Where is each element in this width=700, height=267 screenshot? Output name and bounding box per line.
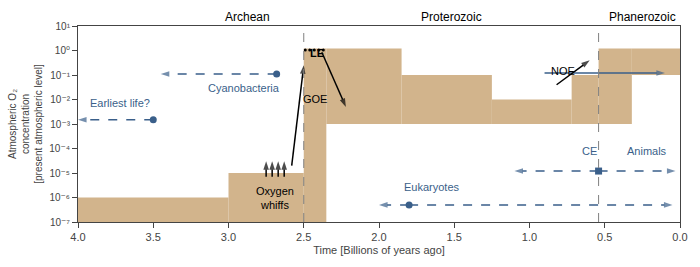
svg-text:Atmospheric O₂concentration[pr: Atmospheric O₂concentration[present atmo… (7, 64, 44, 184)
svg-text:3.5: 3.5 (146, 231, 161, 243)
svg-text:3.0: 3.0 (221, 231, 236, 243)
svg-text:0.5: 0.5 (597, 231, 612, 243)
svg-text:10⁻⁶: 10⁻⁶ (49, 192, 70, 203)
svg-text:10⁻⁵: 10⁻⁵ (49, 168, 70, 179)
svg-text:Cyanobacteria: Cyanobacteria (208, 82, 280, 94)
svg-text:1.5: 1.5 (447, 231, 462, 243)
svg-text:2.5: 2.5 (296, 231, 311, 243)
svg-text:Earliest life?: Earliest life? (90, 97, 150, 109)
svg-text:Eukaryotes: Eukaryotes (404, 181, 460, 193)
svg-text:Archean: Archean (225, 10, 270, 24)
svg-text:CE: CE (582, 145, 597, 157)
svg-text:10⁻²: 10⁻² (50, 94, 70, 105)
svg-text:Phanerozoic: Phanerozoic (609, 10, 676, 24)
svg-text:10⁻³: 10⁻³ (50, 119, 70, 130)
svg-text:1.0: 1.0 (522, 231, 537, 243)
svg-text:10⁻⁴: 10⁻⁴ (49, 143, 70, 154)
svg-text:10¹: 10¹ (56, 21, 71, 32)
svg-text:10⁰: 10⁰ (55, 45, 70, 56)
svg-text:10⁻⁷: 10⁻⁷ (50, 217, 70, 228)
svg-text:Animals: Animals (627, 145, 667, 157)
svg-text:NOE: NOE (551, 65, 575, 77)
svg-text:Proterozoic: Proterozoic (421, 10, 482, 24)
svg-text:Oxygenwhiffs: Oxygenwhiffs (256, 185, 294, 211)
svg-text:4.0: 4.0 (70, 231, 85, 243)
svg-text:10⁻¹: 10⁻¹ (50, 70, 70, 81)
svg-text:Time [Billions of years ago]: Time [Billions of years ago] (313, 244, 445, 256)
svg-text:GOE: GOE (303, 93, 327, 105)
svg-text:LE: LE (310, 47, 324, 59)
svg-text:0.0: 0.0 (672, 231, 687, 243)
svg-text:2.0: 2.0 (371, 231, 386, 243)
